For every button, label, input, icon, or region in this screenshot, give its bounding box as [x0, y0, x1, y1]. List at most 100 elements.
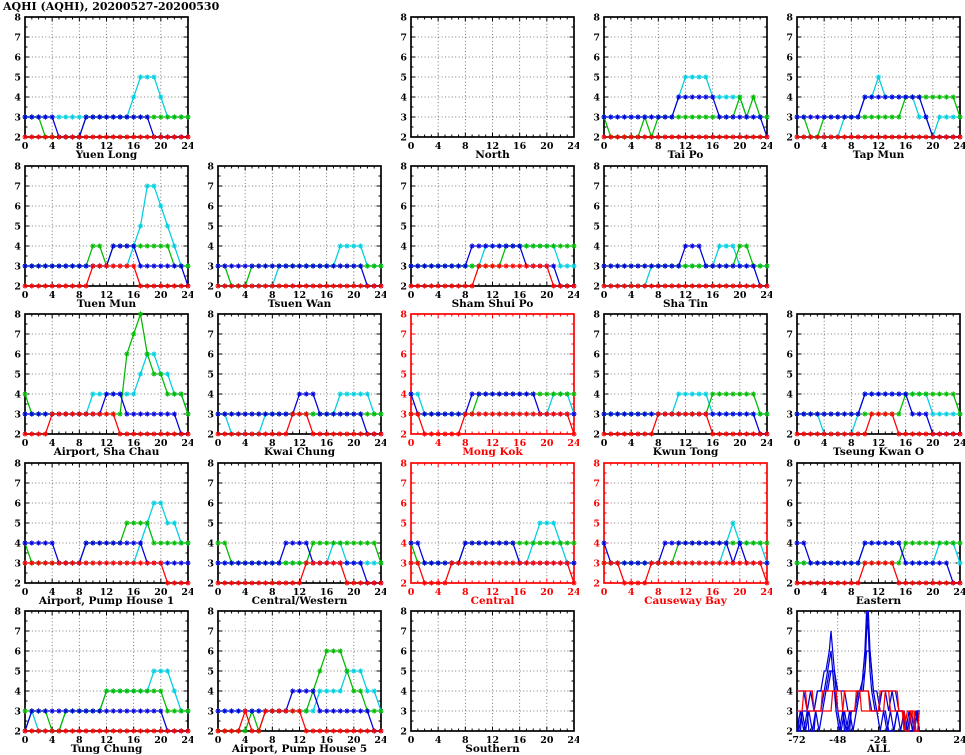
- y-tick-label: 4: [593, 390, 600, 401]
- y-tick-label: 5: [400, 221, 407, 232]
- subplot-canvas-airport-pump-house-5: 2 3 4 5 6 7 8 0 4 8 12 16 20 24 Airport, Pump House 5: [207, 607, 386, 755]
- x-tick-label: 8: [76, 141, 83, 152]
- y-tick-label: 8: [786, 12, 793, 23]
- series-markers-cyan: [22, 351, 191, 417]
- x-tick-label: 12: [293, 438, 306, 449]
- series-markers-red: [215, 282, 384, 289]
- y-tick-label: 4: [207, 390, 214, 401]
- subplot-title-central: Central: [471, 595, 515, 607]
- x-tick-label: 16: [706, 438, 720, 449]
- x-tick-label: 4: [242, 438, 249, 449]
- y-tick-label: 6: [786, 52, 793, 63]
- x-tick-label: 12: [293, 735, 306, 746]
- y-tick-label: 3: [14, 410, 21, 421]
- y-tick-label: 8: [786, 607, 793, 618]
- y-tick-label: 5: [14, 221, 21, 232]
- y-tick-label: 6: [14, 201, 21, 212]
- x-tick-label: 20: [347, 587, 361, 598]
- y-tick-label: 4: [593, 92, 600, 103]
- series-markers-red: [794, 411, 963, 437]
- y-tick-label: 5: [207, 667, 214, 678]
- y-tick-label: 8: [207, 310, 214, 321]
- y-tick-label: 2: [207, 281, 214, 292]
- x-tick-label: 8: [462, 438, 469, 449]
- y-tick-label: 6: [400, 52, 407, 63]
- y-tick-label: 5: [593, 370, 600, 381]
- subplot-title-mong-kok: Mong Kok: [462, 446, 523, 458]
- x-tick-label: 8: [655, 587, 662, 598]
- series-markers-red: [794, 134, 963, 140]
- x-tick-label: 12: [486, 735, 499, 746]
- y-tick-label: 6: [14, 52, 21, 63]
- y-tick-label: 3: [400, 261, 407, 272]
- y-tick-label: 2: [400, 132, 407, 143]
- x-tick-label: 0: [601, 587, 608, 598]
- y-tick-label: 5: [786, 72, 793, 83]
- subplot-kwun-tong: 2 3 4 5 6 7 8 0 4 8 12 16 20 24 Kwun Tong: [579, 309, 772, 458]
- x-tick-label: 16: [513, 438, 527, 449]
- subplot-title-tsuen-wan: Tsuen Wan: [268, 298, 332, 310]
- y-tick-label: 6: [400, 201, 407, 212]
- y-tick-label: 5: [14, 518, 21, 529]
- x-tick-label: 0: [215, 290, 222, 301]
- y-tick-label: 8: [593, 161, 600, 172]
- x-tick-label: 16: [127, 141, 141, 152]
- x-tick-label: -24: [870, 735, 888, 746]
- series-markers-red: [215, 411, 384, 437]
- y-tick-label: 2: [786, 727, 793, 738]
- subplot-title-tuen-mun: Tuen Mun: [77, 298, 137, 310]
- subplot-canvas-tung-chung: 2 3 4 5 6 7 8 0 4 8 12 16 20 24 Tung Chung: [14, 607, 193, 755]
- y-tick-label: 6: [593, 350, 600, 361]
- series-line-cyan: [797, 542, 961, 564]
- subplot-title-all: ALL: [866, 743, 891, 755]
- x-tick-label: 8: [848, 141, 855, 152]
- subplot-canvas-airport-sha-chau: 2 3 4 5 6 7 8 0 4 8 12 16 20 24 Airport, Sha Chau: [14, 310, 193, 458]
- y-tick-label: 3: [593, 261, 600, 272]
- y-tick-label: 8: [14, 310, 21, 321]
- subplot-airport-pump-house-1: 2 3 4 5 6 7 8 0 4 8 12 16 20 24 Airport, Pump House 1: [0, 458, 193, 606]
- series-markers-green: [22, 311, 191, 417]
- y-tick-label: 4: [207, 538, 214, 549]
- x-tick-label: 24: [567, 438, 579, 449]
- y-tick-label: 6: [400, 350, 407, 361]
- y-tick-label: 6: [207, 350, 214, 361]
- y-tick-label: 7: [400, 181, 407, 192]
- x-tick-label: 20: [540, 587, 554, 598]
- x-tick-label: 20: [540, 438, 554, 449]
- y-tick-label: 3: [207, 707, 214, 718]
- x-tick-label: 16: [320, 438, 334, 449]
- x-tick-label: 0: [916, 735, 923, 746]
- x-tick-label: 16: [899, 438, 913, 449]
- x-tick-label: 12: [679, 587, 692, 598]
- x-tick-label: 20: [347, 438, 361, 449]
- x-tick-label: 20: [733, 438, 747, 449]
- y-tick-label: 4: [400, 390, 407, 401]
- y-tick-label: 7: [400, 330, 407, 341]
- x-tick-label: 0: [22, 141, 29, 152]
- subplot-tseung-kwan-o: 2 3 4 5 6 7 8 0 4 8 12 16 20 24 Tseung Kwan O: [772, 309, 965, 458]
- x-tick-label: 24: [181, 141, 193, 152]
- y-tick-label: 8: [593, 12, 600, 23]
- x-tick-label: 16: [899, 141, 913, 152]
- y-tick-label: 8: [400, 607, 407, 618]
- y-tick-label: 5: [207, 221, 214, 232]
- subplot-all: 2 3 4 5 6 7 8 -72 -48 -24 0 24 ALL: [772, 606, 965, 755]
- subplot-canvas-all: 2 3 4 5 6 7 8 -72 -48 -24 0 24 ALL: [786, 607, 965, 755]
- series-line-cyan: [25, 502, 188, 564]
- subplot-title-southern: Southern: [465, 743, 520, 755]
- y-tick-label: 2: [593, 430, 600, 441]
- series-markers-red: [22, 411, 191, 437]
- x-tick-label: 12: [100, 290, 113, 301]
- x-tick-label: 16: [513, 141, 527, 152]
- subplot-title-causeway-bay: Causeway Bay: [644, 595, 728, 607]
- subplot-kwai-chung: 2 3 4 5 6 7 8 0 4 8 12 16 20 24 Kwai Chung: [193, 309, 386, 458]
- subplot-title-central-western: Central/Western: [252, 595, 348, 607]
- x-tick-label: 20: [347, 290, 361, 301]
- x-tick-label: 8: [76, 290, 83, 301]
- x-tick-label: 20: [926, 587, 940, 598]
- subplot-title-north: North: [475, 149, 510, 161]
- y-tick-label: 8: [14, 458, 21, 469]
- y-tick-label: 6: [593, 52, 600, 63]
- x-tick-label: 0: [215, 438, 222, 449]
- subplot-title-yuen-long: Yuen Long: [75, 149, 138, 161]
